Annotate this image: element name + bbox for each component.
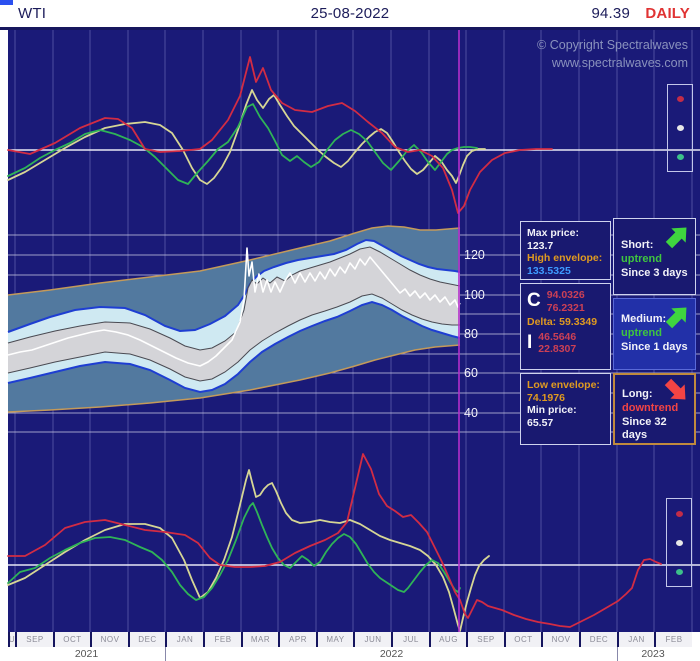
month-cell: JAN (617, 632, 654, 647)
low-envelope-value: 74.1976 (527, 391, 565, 404)
medium-trend-state: uptrend (621, 326, 662, 339)
month-cell: OCT (53, 632, 90, 647)
month-cell: MAR (241, 632, 278, 647)
month-cell: NOV (541, 632, 579, 647)
month-axis: AUGSEPOCTNOVDECJANFEBMARAPRMAYJUNJULAUGS… (0, 632, 700, 647)
max-price-value: 123.7 (527, 239, 554, 252)
high-envelope-value: 133.5325 (527, 264, 571, 277)
oscillator-legend (667, 84, 693, 172)
max-price-panel: Max price: 123.7 High envelope: 133.5325 (520, 221, 611, 280)
i-label: I (527, 331, 533, 353)
current-date-label: 25-08-2022 (310, 5, 390, 22)
last-price-label: 94.39 (591, 5, 630, 22)
watermark-line2: www.spectralwaves.com (551, 56, 688, 71)
red-series-dot-icon (675, 510, 683, 517)
year-cell: 2021 (74, 648, 99, 660)
c-lower-value: 76.2321 (546, 301, 585, 314)
watermark: © Copyright Spectralwaves www.spectralwa… (537, 36, 688, 72)
delta-label: Delta: (527, 316, 557, 329)
timeframe-label[interactable]: DAILY (645, 5, 690, 22)
cycle-values-panel: C 94.0326 76.2321 Delta: 59.3349 I 46.56… (520, 283, 611, 370)
month-cell: AUG (8, 632, 15, 647)
month-cell: JAN (165, 632, 203, 647)
short-trend-label: Short: (621, 239, 654, 251)
oscillator-legend (666, 498, 692, 587)
min-price-panel: Low envelope: 74.1976 Min price: 65.57 (520, 373, 611, 445)
delta-value: 59.3349 (559, 316, 598, 329)
svg-text:80: 80 (464, 327, 478, 341)
month-cell: DEC (128, 632, 165, 647)
red-series-dot-icon (676, 96, 684, 103)
month-cell: APR (278, 632, 316, 647)
medium-trend-since: Since 1 days (621, 340, 688, 353)
white-series-dot-icon (676, 124, 684, 131)
year-axis: 2021 2022 2023 (0, 647, 700, 661)
long-trend-panel: Long: downtrend Since 32 days (613, 373, 696, 445)
header: WTI 25-08-2022 94.39 DAILY (0, 0, 700, 30)
long-trend-label: Long: (622, 388, 653, 400)
svg-text:60: 60 (464, 366, 478, 380)
watermark-line1: © Copyright Spectralwaves (537, 38, 688, 52)
uptrend-arrow-icon (665, 307, 687, 329)
short-trend-state: uptrend (621, 252, 662, 265)
month-cell: MAY (316, 632, 353, 647)
low-envelope-label: Low envelope: (527, 379, 600, 391)
c-label: C (527, 290, 541, 312)
min-price-value: 65.57 (527, 416, 554, 429)
long-trend-state: downtrend (622, 401, 679, 414)
month-cell: JUN (353, 632, 391, 647)
green-series-dot-icon (675, 568, 683, 575)
corner-chip (0, 0, 13, 5)
long-trend-since: Since 32 days (622, 415, 667, 442)
i-lower-value: 22.8307 (538, 343, 577, 356)
green-series-dot-icon (676, 153, 684, 160)
max-price-label: Max price: (527, 227, 579, 239)
month-cell: SEP (15, 632, 53, 647)
min-price-label: Min price: (527, 404, 577, 417)
svg-text:100: 100 (464, 288, 485, 302)
month-cell: FEB (654, 632, 692, 647)
month-cell: AUG (429, 632, 466, 647)
symbol-label: WTI (18, 5, 47, 22)
i-upper-value: 46.5646 (538, 330, 577, 343)
medium-trend-label: Medium: (621, 313, 667, 325)
svg-text:40: 40 (464, 406, 478, 420)
c-upper-value: 94.0326 (546, 289, 585, 301)
short-trend-since: Since 3 days (621, 266, 688, 279)
year-cell: 2023 (617, 647, 688, 661)
high-envelope-label: High envelope: (527, 252, 603, 265)
medium-trend-panel: Medium: uptrend Since 1 days (613, 298, 696, 370)
uptrend-arrow-icon (665, 227, 687, 249)
month-cell: FEB (203, 632, 241, 647)
downtrend-arrow-icon (664, 378, 686, 400)
month-cell: OCT (504, 632, 541, 647)
month-cell: SEP (466, 632, 504, 647)
white-series-dot-icon (675, 539, 683, 546)
year-cell: 2022 (165, 647, 617, 661)
svg-text:120: 120 (464, 248, 485, 262)
month-cell: JUL (391, 632, 429, 647)
month-cell: DEC (579, 632, 617, 647)
month-cell: NOV (90, 632, 128, 647)
short-trend-panel: Short: uptrend Since 3 days (613, 218, 696, 295)
